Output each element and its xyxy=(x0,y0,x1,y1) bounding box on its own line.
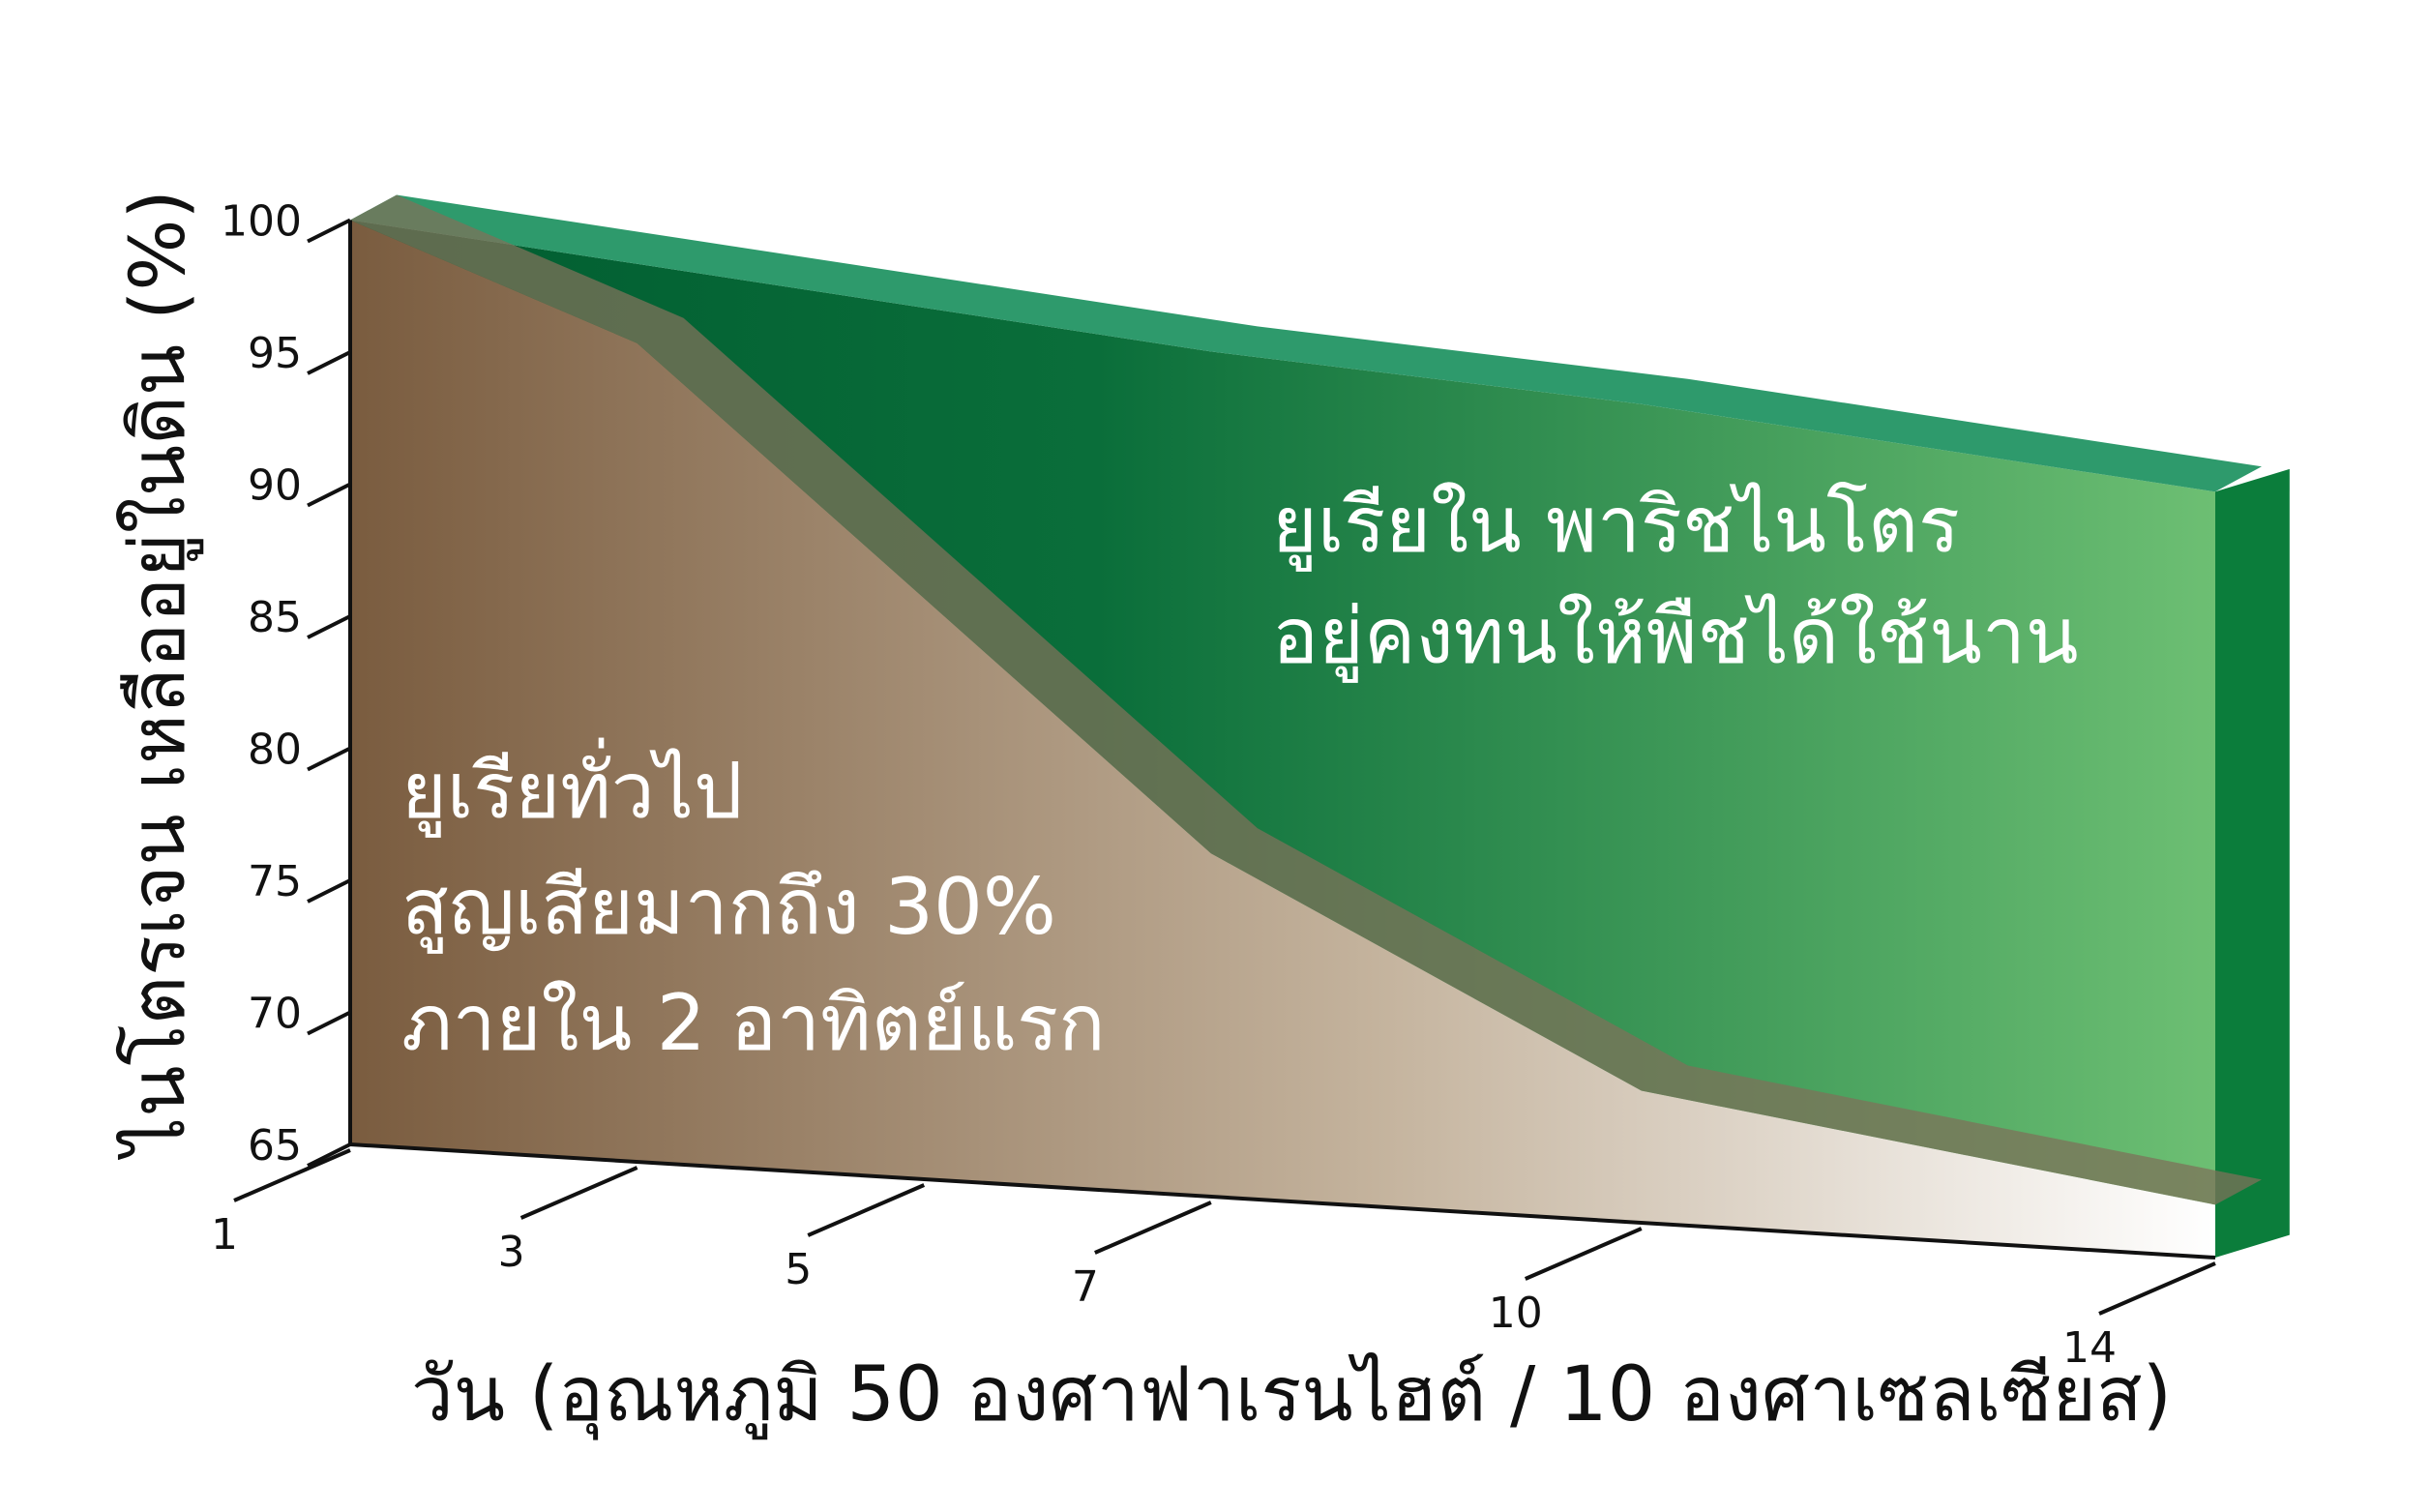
x-tick-label: 3 xyxy=(498,1228,525,1277)
x-tick-mark xyxy=(1094,1201,1212,1255)
y-tick-label: 90 xyxy=(248,461,302,511)
series-common-urea-area xyxy=(350,220,2215,1258)
x-axis-title: วัน (อุณหภูมิ 50 องศาฟาเรนไฮต์ / 10 องศา… xyxy=(411,1351,2172,1440)
y-tick-label: 80 xyxy=(248,726,302,775)
x-tick-label: 7 xyxy=(1072,1262,1099,1312)
y-tick-label: 100 xyxy=(221,197,302,247)
y-tick-mark xyxy=(307,218,351,244)
y-tick-label: 95 xyxy=(248,329,302,378)
series-parish-nitro-top-face xyxy=(350,194,2262,492)
y-tick-mark xyxy=(307,878,351,904)
y-axis-title: ไนโตรเจน เหลืออยู่ในดิน (%) xyxy=(115,190,203,1161)
y-tick-label: 65 xyxy=(248,1121,302,1171)
x-axis: 1 3 5 7 10 14 xyxy=(211,1142,2216,1373)
y-tick-label: 85 xyxy=(248,593,302,642)
y-tick-mark xyxy=(307,614,351,639)
annotation-line: ยูเรียใน พาริชไนโตร xyxy=(1272,480,1960,572)
x-tick-label: 10 xyxy=(1489,1289,1543,1338)
y-tick-mark xyxy=(307,482,351,508)
series-parish-nitro-side-face xyxy=(2215,468,2290,1258)
annotation-line: ยูเรียทั่วไป xyxy=(401,738,743,838)
y-tick-mark xyxy=(307,1142,351,1168)
y-tick-label: 70 xyxy=(248,990,302,1039)
y-tick-mark xyxy=(307,1010,351,1036)
annotation-line: ภายใน 2 อาทิตย์แรก xyxy=(401,978,1106,1068)
x-tick-label: 14 xyxy=(2062,1323,2117,1373)
x-tick-mark xyxy=(807,1183,926,1237)
y-axis: 65 70 75 80 85 90 95 100 xyxy=(221,197,352,1171)
x-tick-mark xyxy=(233,1148,351,1202)
x-tick-mark xyxy=(2098,1261,2216,1316)
x-axis-line xyxy=(349,1142,2216,1260)
y-tick-mark xyxy=(307,746,351,772)
x-tick-label: 5 xyxy=(785,1245,812,1294)
series-common-urea-top-face xyxy=(350,194,2262,1205)
annotation-parish-nitro: ยูเรียใน พาริชไนโตรอยู่คงทนให้พืชได้ใช้น… xyxy=(1272,480,2079,683)
annotation-line: อยู่คงทนให้พืชได้ใช้นาน xyxy=(1272,591,2079,683)
y-tick-label: 75 xyxy=(248,857,302,906)
x-tick-label: 1 xyxy=(211,1210,238,1260)
x-tick-mark xyxy=(519,1166,638,1220)
y-tick-mark xyxy=(307,350,351,375)
x-tick-mark xyxy=(1524,1227,1643,1281)
annotation-line: สูญเสียมากถึง 30% xyxy=(401,862,1056,954)
